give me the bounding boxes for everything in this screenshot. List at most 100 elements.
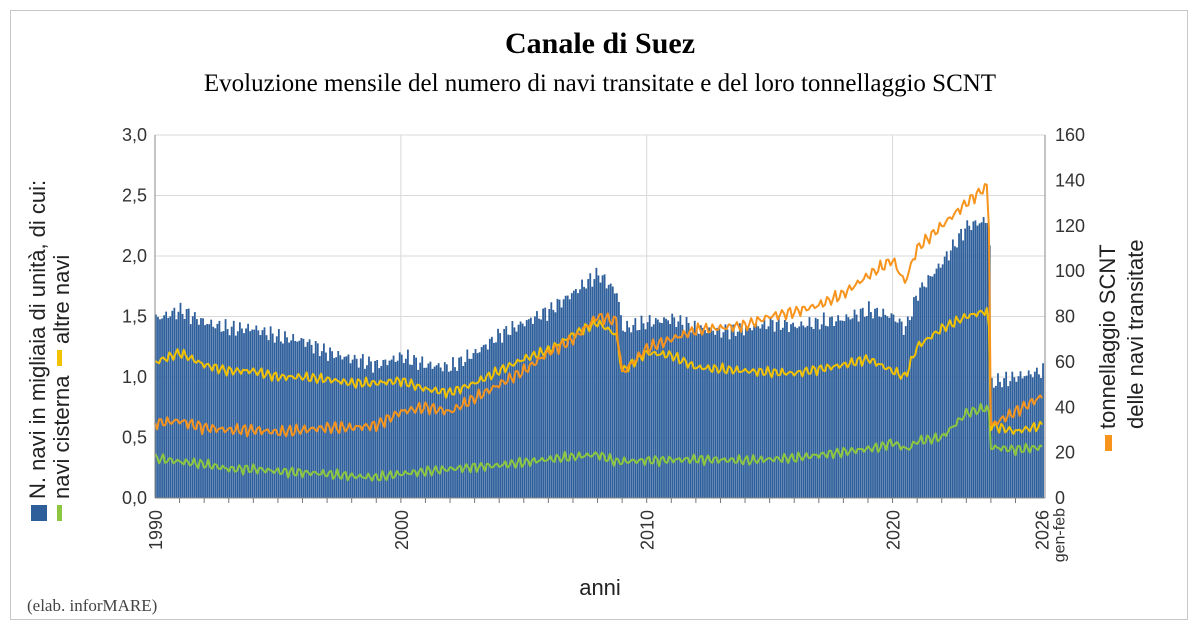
bar (1019, 371, 1022, 498)
y-right-tick-label: 0 (1055, 488, 1065, 508)
bar (960, 228, 962, 498)
bar (937, 263, 940, 498)
bar (488, 338, 491, 498)
series-line-1 (154, 402, 1043, 482)
bar (185, 309, 188, 498)
bar (675, 327, 678, 498)
bar (896, 322, 899, 498)
bar (654, 318, 657, 498)
bar (329, 347, 331, 498)
bar (562, 299, 565, 498)
bar (743, 335, 745, 498)
bar (970, 230, 973, 498)
bar (155, 314, 157, 498)
bar (956, 247, 958, 498)
bar (810, 326, 813, 498)
y-right-tick-label: 20 (1055, 443, 1075, 463)
bar (404, 358, 407, 498)
bar (220, 331, 223, 498)
bar (1029, 374, 1032, 498)
bar (173, 307, 176, 498)
bar (933, 273, 936, 498)
bar (945, 251, 948, 498)
bar (279, 341, 282, 498)
bar (792, 322, 794, 498)
bar (1009, 381, 1012, 498)
bar (402, 363, 405, 498)
line-series (154, 183, 1043, 482)
bar (296, 341, 299, 498)
bar (218, 320, 221, 498)
bar (839, 320, 842, 498)
bar (1003, 378, 1006, 498)
chart-frame: Canale di Suez Evoluzione mensile del nu… (10, 10, 1188, 620)
bar (677, 321, 680, 498)
bar (837, 315, 840, 498)
bar (749, 327, 751, 498)
bar (900, 321, 903, 498)
bar (468, 358, 471, 498)
bar (906, 316, 909, 498)
bar (615, 293, 618, 498)
bar (949, 250, 952, 498)
bar (228, 335, 231, 498)
bar (1033, 371, 1036, 498)
bar (546, 320, 549, 498)
bar (995, 385, 997, 498)
bar (236, 331, 239, 498)
bar (609, 283, 612, 498)
bar (847, 317, 850, 498)
bar (491, 336, 493, 498)
bar (855, 314, 858, 498)
bar (822, 312, 825, 498)
bar (593, 279, 596, 498)
bar (302, 338, 305, 498)
bar (355, 358, 358, 498)
legend-swatch-tonnellaggio (1105, 435, 1112, 451)
bar (372, 372, 374, 498)
series-line-2 (154, 307, 1043, 435)
bar (486, 349, 489, 498)
bar (189, 324, 192, 498)
bar (536, 311, 538, 498)
bar (890, 313, 893, 498)
bar (679, 315, 682, 498)
bar (363, 368, 366, 498)
bar (257, 330, 260, 498)
bar (857, 321, 860, 498)
x-end-label: gen-feb (1051, 508, 1068, 562)
bar (628, 327, 631, 498)
bar (497, 328, 499, 498)
bar (1042, 363, 1044, 498)
bar (165, 311, 168, 498)
bar (605, 288, 608, 498)
bar (939, 267, 942, 498)
bar (384, 359, 387, 498)
bar (753, 325, 756, 498)
x-tick-label: 2000 (392, 510, 412, 550)
bar (249, 331, 252, 498)
bar (398, 352, 401, 498)
bar (816, 319, 819, 498)
bar (695, 330, 698, 498)
bar (829, 317, 831, 498)
bar (288, 342, 290, 498)
bar (214, 328, 217, 498)
bar (525, 320, 528, 498)
bar (872, 318, 874, 498)
bar (427, 363, 430, 498)
bar (251, 329, 254, 498)
bar (579, 289, 581, 498)
bar (775, 321, 778, 498)
bar (1007, 386, 1010, 498)
bar (294, 340, 297, 498)
bar (843, 321, 846, 498)
left-tick-labels: 0,0 0,5 1,0 1,5 2,0 2,5 3,0 (122, 125, 147, 508)
right-axis-title-line1: tonnellaggio SCNT (1095, 244, 1120, 429)
bar (1038, 374, 1040, 498)
bar (570, 293, 573, 498)
bar (206, 324, 209, 498)
bar (689, 332, 692, 498)
bar (708, 327, 710, 498)
bar (732, 324, 735, 498)
